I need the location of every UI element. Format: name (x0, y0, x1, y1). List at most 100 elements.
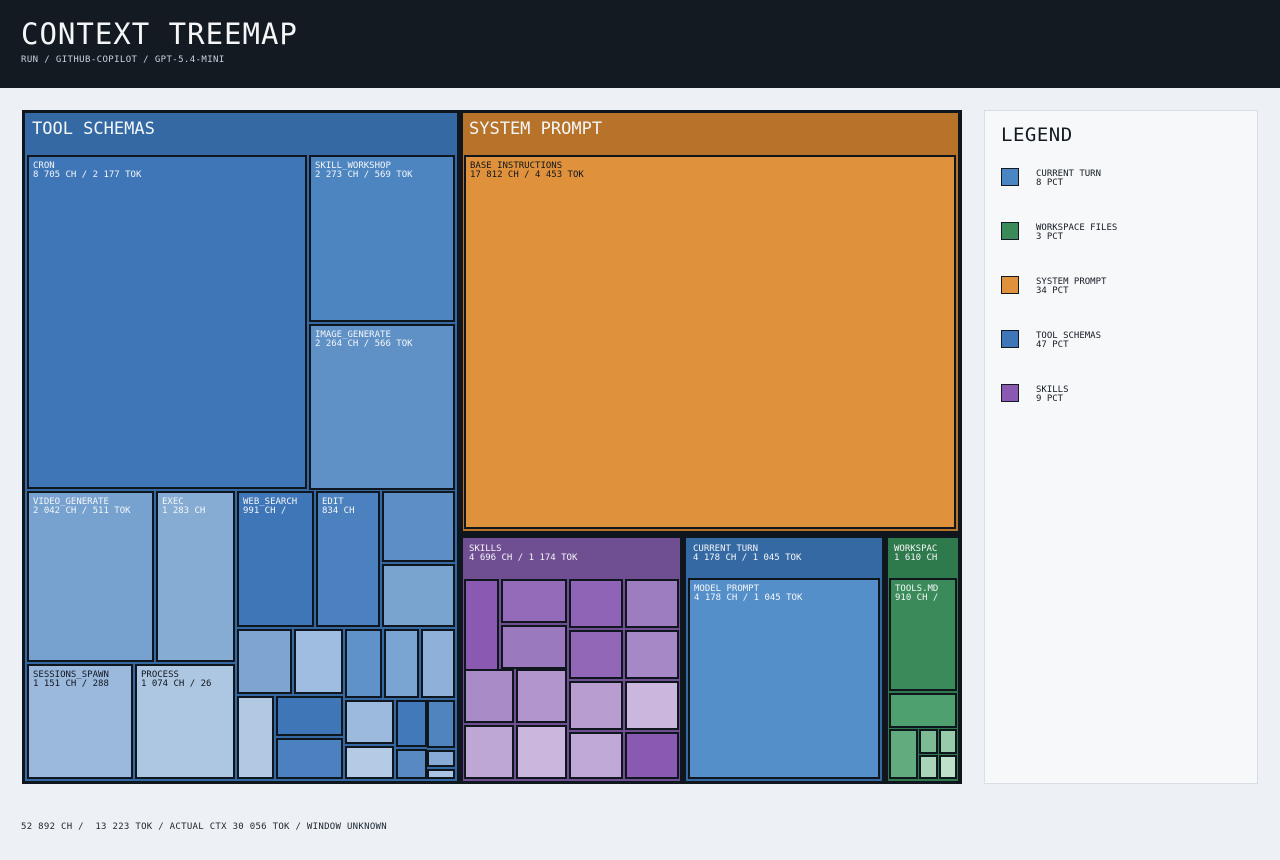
treemap-cell[interactable] (569, 579, 623, 628)
legend-pct: 3 PCT (1036, 232, 1064, 242)
treemap-cell[interactable] (427, 750, 455, 767)
cell-label: SKILL_WORKSHOP (315, 161, 391, 171)
legend-label: SYSTEM PROMPT (1036, 277, 1107, 287)
page-header: CONTEXT TREEMAP RUN / GITHUB-COPILOT / G… (0, 0, 1280, 88)
cell-value: 834 CH (322, 506, 355, 516)
group-title: SKILLS (469, 544, 502, 554)
treemap-cell[interactable] (384, 629, 419, 698)
treemap-cell[interactable] (276, 696, 343, 736)
legend-swatch (1001, 330, 1019, 348)
treemap-cell[interactable] (345, 629, 382, 698)
cell-value: 1 074 CH / 26 (141, 679, 211, 689)
cell-label: PROCESS (141, 670, 179, 680)
group-title: WORKSPAC (894, 544, 937, 554)
cell-value: 2 264 CH / 566 TOK (315, 339, 413, 349)
legend-pct: 34 PCT (1036, 286, 1069, 296)
legend-item-system-prompt[interactable]: SYSTEM PROMPT 34 PCT (1001, 276, 1241, 306)
group-title: SYSTEM PROMPT (469, 119, 602, 139)
treemap-cell[interactable] (27, 491, 154, 662)
treemap-cell[interactable] (382, 491, 455, 562)
cell-value: 2 042 CH / 511 TOK (33, 506, 131, 516)
treemap-cell[interactable] (237, 629, 292, 694)
legend-item-workspace-files[interactable]: WORKSPACE FILES 3 PCT (1001, 222, 1241, 252)
treemap-cell[interactable] (919, 755, 938, 779)
treemap-cell[interactable] (27, 155, 307, 489)
treemap-cell[interactable] (516, 725, 567, 779)
page-title: CONTEXT TREEMAP (21, 17, 298, 51)
treemap-cell[interactable] (464, 669, 514, 723)
treemap-cell[interactable] (421, 629, 455, 698)
treemap-frame: TOOL SCHEMAS CRON 8 705 CH / 2 177 TOK SKIL… (22, 110, 962, 784)
treemap-cell[interactable] (135, 664, 235, 779)
cell-label: BASE INSTRUCTIONS (470, 161, 562, 171)
cell-label: VIDEO_GENERATE (33, 497, 109, 507)
legend-swatch (1001, 168, 1019, 186)
treemap-cell[interactable] (501, 579, 567, 623)
treemap-cell[interactable] (569, 630, 623, 679)
legend-label: CURRENT TURN (1036, 169, 1102, 179)
cell-value: 4 178 CH / 1 045 TOK (694, 593, 803, 603)
treemap-cell[interactable] (569, 681, 623, 730)
treemap-cell[interactable] (688, 578, 880, 779)
treemap-cell[interactable] (345, 746, 394, 779)
legend-label: TOOL SCHEMAS (1036, 331, 1102, 341)
treemap-cell[interactable] (625, 579, 679, 628)
cell-label: SESSIONS_SPAWN (33, 670, 109, 680)
treemap-cell[interactable] (939, 755, 957, 779)
group-value: 4 696 CH / 1 174 TOK (469, 553, 578, 563)
legend-title: LEGEND (1001, 124, 1073, 146)
treemap-cell[interactable] (276, 738, 343, 779)
cell-value: 1 151 CH / 288 (33, 679, 109, 689)
treemap-cell[interactable] (569, 732, 623, 779)
treemap-cell[interactable] (889, 693, 957, 728)
cell-label: CRON (33, 161, 55, 171)
cell-value: 8 705 CH / 2 177 TOK (33, 170, 142, 180)
treemap-cell[interactable] (316, 491, 380, 627)
cell-value: 910 CH / (895, 593, 938, 603)
treemap-cell[interactable] (919, 729, 938, 754)
treemap-cell[interactable] (427, 769, 455, 779)
treemap-cell[interactable] (237, 696, 274, 779)
legend-pct: 9 PCT (1036, 394, 1064, 404)
treemap-cell[interactable] (396, 700, 427, 747)
treemap-cell[interactable] (625, 732, 679, 779)
cell-value: 1 283 CH (162, 506, 205, 516)
cell-label: TOOLS.MD (895, 584, 938, 594)
legend-item-tool-schemas[interactable]: TOOL SCHEMAS 47 PCT (1001, 330, 1241, 360)
legend-swatch (1001, 276, 1019, 294)
treemap-cell[interactable] (345, 700, 394, 744)
treemap-cell[interactable] (237, 491, 314, 627)
treemap-cell[interactable] (889, 578, 957, 691)
treemap-cell[interactable] (464, 155, 956, 529)
cell-value: 991 CH / (243, 506, 286, 516)
treemap-cell[interactable] (939, 729, 957, 754)
treemap-cell[interactable] (625, 681, 679, 730)
treemap-cell[interactable] (294, 629, 343, 694)
legend-swatch (1001, 222, 1019, 240)
treemap-cell[interactable] (27, 664, 133, 779)
treemap-cell[interactable] (889, 729, 918, 779)
legend-panel: LEGEND CURRENT TURN 8 PCT WORKSPACE FILE… (984, 110, 1258, 784)
legend-label: WORKSPACE FILES (1036, 223, 1118, 233)
treemap-cell[interactable] (464, 579, 499, 677)
treemap-cell[interactable] (427, 700, 455, 748)
group-title: CURRENT TURN (693, 544, 758, 554)
run-breadcrumb: RUN / GITHUB-COPILOT / GPT-5.4-MINI (21, 55, 225, 65)
cell-label: MODEL PROMPT (694, 584, 760, 594)
treemap-cell[interactable] (309, 324, 455, 490)
group-value: 4 178 CH / 1 045 TOK (693, 553, 802, 563)
group-title: TOOL SCHEMAS (32, 119, 155, 139)
treemap-cell[interactable] (156, 491, 235, 662)
treemap-cell[interactable] (382, 564, 455, 627)
treemap-cell[interactable] (501, 625, 567, 669)
legend-item-skills[interactable]: SKILLS 9 PCT (1001, 384, 1241, 414)
treemap-cell[interactable] (625, 630, 679, 679)
treemap-cell[interactable] (516, 669, 567, 723)
legend-pct: 47 PCT (1036, 340, 1069, 350)
cell-value: 17 812 CH / 4 453 TOK (470, 170, 584, 180)
treemap-cell[interactable] (309, 155, 455, 322)
treemap-cell[interactable] (396, 749, 427, 779)
legend-item-current-turn[interactable]: CURRENT TURN 8 PCT (1001, 168, 1241, 198)
treemap-cell[interactable] (464, 725, 514, 779)
